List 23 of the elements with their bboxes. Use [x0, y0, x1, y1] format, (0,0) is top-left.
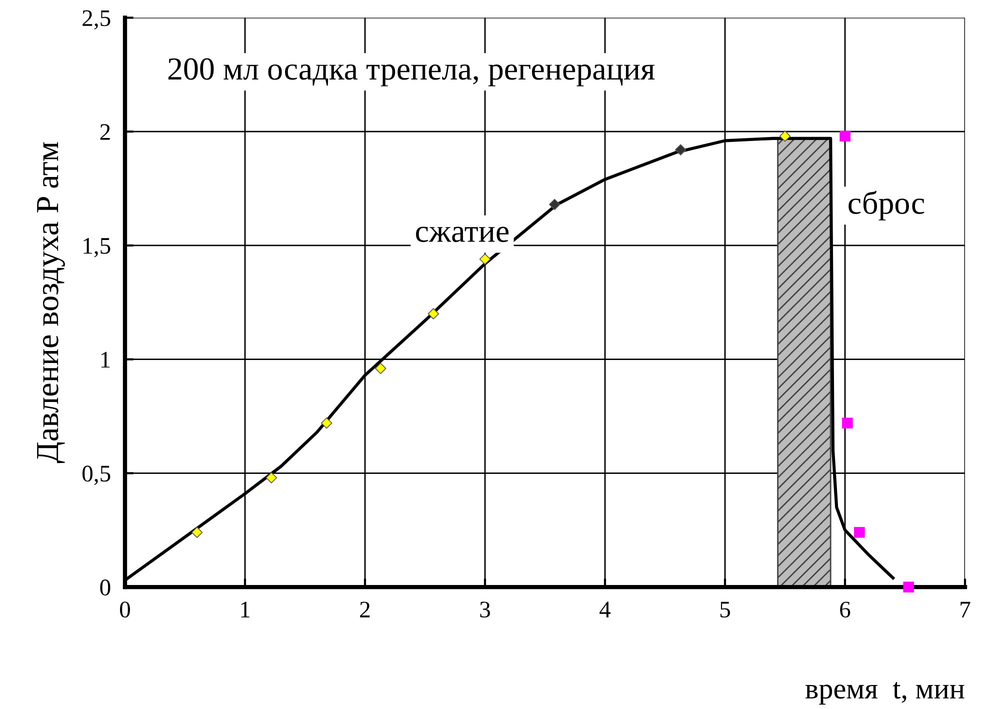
y-tick-label: 0: [100, 580, 110, 596]
y-tick-label: 0,5: [82, 466, 110, 486]
x-tick-label: 1: [241, 602, 250, 618]
point: [903, 582, 914, 592]
y-tick-label: 1: [101, 352, 110, 368]
x-tick-label: 5: [720, 602, 730, 618]
x-axis-title: время t, мин: [805, 682, 964, 705]
point: [854, 527, 865, 538]
point: [840, 130, 850, 142]
annotation: 200 мл осадка трепела, регенерация: [168, 58, 655, 86]
x-tick-label: 0: [120, 602, 130, 618]
y-tick-label: 2,5: [82, 10, 110, 30]
x-tick-label: 2: [360, 602, 370, 618]
x-tick-label: 3: [480, 602, 490, 618]
y-tick-label: 2: [100, 124, 110, 140]
annotation: сброс: [848, 190, 924, 220]
annotation: сжатие: [416, 226, 509, 242]
y-axis-title: Давление воздуха P атм: [37, 142, 65, 464]
x-tick-label: 4: [600, 602, 611, 618]
x-tick-label: 7: [960, 602, 970, 618]
y-tick-label: 1,5: [84, 238, 110, 258]
point: [842, 418, 853, 428]
x-tick-label: 6: [840, 602, 850, 618]
